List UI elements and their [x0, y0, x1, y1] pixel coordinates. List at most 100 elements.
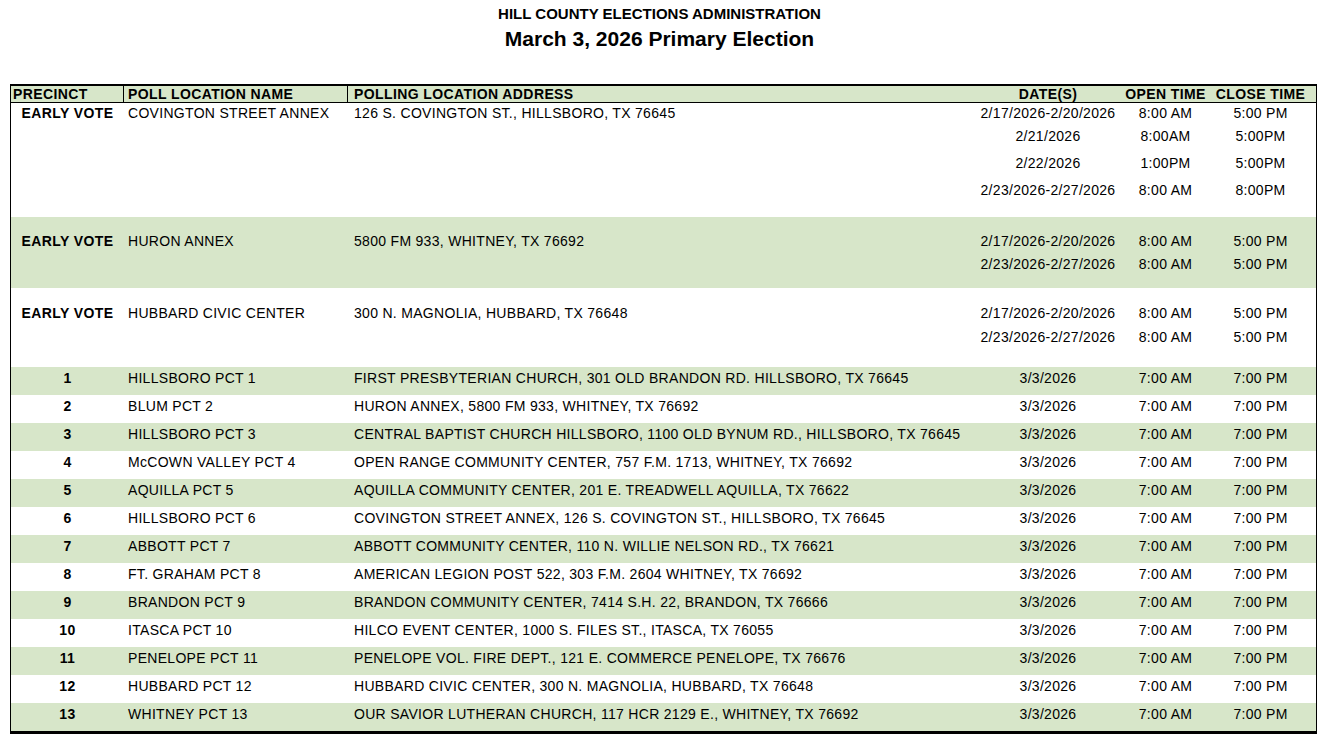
dates-cell: 2/23/2026-2/27/2026 [978, 253, 1118, 276]
poll-location-name-cell: ABBOTT PCT 7 [124, 535, 348, 563]
open-time-cell: 8:00 AM [1118, 253, 1213, 276]
precinct-cell [11, 253, 124, 276]
close-time-cell: 7:00 PM [1213, 675, 1308, 703]
dates-cell: 3/3/2026 [978, 563, 1118, 591]
polling-location-address-cell: OPEN RANGE COMMUNITY CENTER, 757 F.M. 17… [348, 451, 978, 479]
precinct-cell: 13 [11, 703, 124, 731]
precinct-cell: 10 [11, 619, 124, 647]
precinct-row: 2BLUM PCT 2HURON ANNEX, 5800 FM 933, WHI… [11, 395, 1316, 423]
poll-location-name-cell: McCOWN VALLEY PCT 4 [124, 451, 348, 479]
open-time-cell: 8:00 AM [1118, 325, 1213, 349]
column-header-open-time: OPEN TIME [1118, 86, 1213, 102]
open-time-cell: 7:00 AM [1118, 591, 1213, 619]
precinct-cell: 9 [11, 591, 124, 619]
column-header-poll-location-name: POLL LOCATION NAME [124, 86, 348, 102]
precinct-cell: 2 [11, 395, 124, 423]
column-header-precinct: PRECINCT [11, 86, 124, 102]
open-time-cell: 7:00 AM [1118, 507, 1213, 535]
close-time-cell: 7:00 PM [1213, 423, 1308, 451]
polling-location-address-cell [348, 123, 978, 150]
polling-location-address-cell: HURON ANNEX, 5800 FM 933, WHITNEY, TX 76… [348, 395, 978, 423]
poll-location-name-cell: FT. GRAHAM PCT 8 [124, 563, 348, 591]
early-vote-block: EARLY VOTEHURON ANNEX5800 FM 933, WHITNE… [11, 217, 1316, 288]
poll-location-name-cell: PENELOPE PCT 11 [124, 647, 348, 675]
early-vote-row: 2/23/2026-2/27/20268:00 AM5:00 PM [11, 253, 1316, 276]
polling-location-address-cell: FIRST PRESBYTERIAN CHURCH, 301 OLD BRAND… [348, 367, 978, 395]
early-vote-row: EARLY VOTEHUBBARD CIVIC CENTER300 N. MAG… [11, 301, 1316, 325]
close-time-cell: 5:00PM [1213, 150, 1308, 177]
precinct-row: 5AQUILLA PCT 5AQUILLA COMMUNITY CENTER, … [11, 479, 1316, 507]
close-time-cell: 7:00 PM [1213, 703, 1308, 731]
precinct-row: 6HILLSBORO PCT 6COVINGTON STREET ANNEX, … [11, 507, 1316, 535]
close-time-cell: 7:00 PM [1213, 451, 1308, 479]
precinct-cell: 1 [11, 367, 124, 395]
precinct-row: 10ITASCA PCT 10HILCO EVENT CENTER, 1000 … [11, 619, 1316, 647]
dates-cell: 3/3/2026 [978, 367, 1118, 395]
close-time-cell: 5:00 PM [1213, 230, 1308, 253]
table-body: EARLY VOTECOVINGTON STREET ANNEX126 S. C… [11, 103, 1316, 731]
open-time-cell: 8:00AM [1118, 123, 1213, 150]
polling-location-address-cell [348, 325, 978, 349]
polling-location-address-cell: AQUILLA COMMUNITY CENTER, 201 E. TREADWE… [348, 479, 978, 507]
close-time-cell: 5:00 PM [1213, 103, 1308, 123]
poll-location-name-cell: HURON ANNEX [124, 230, 348, 253]
open-time-cell: 7:00 AM [1118, 675, 1213, 703]
open-time-cell: 7:00 AM [1118, 395, 1213, 423]
precinct-cell: 5 [11, 479, 124, 507]
dates-cell: 3/3/2026 [978, 619, 1118, 647]
polling-location-address-cell: 300 N. MAGNOLIA, HUBBARD, TX 76648 [348, 301, 978, 325]
polling-location-address-cell [348, 150, 978, 177]
precinct-cell: 4 [11, 451, 124, 479]
close-time-cell: 7:00 PM [1213, 647, 1308, 675]
poll-location-name-cell: COVINGTON STREET ANNEX [124, 103, 348, 123]
open-time-cell: 8:00 AM [1118, 301, 1213, 325]
polling-location-address-cell [348, 253, 978, 276]
poll-location-name-cell [124, 150, 348, 177]
precinct-row: 11PENELOPE PCT 11PENELOPE VOL. FIRE DEPT… [11, 647, 1316, 675]
precinct-cell [11, 325, 124, 349]
poll-location-name-cell: HUBBARD CIVIC CENTER [124, 301, 348, 325]
polling-location-address-cell: ABBOTT COMMUNITY CENTER, 110 N. WILLIE N… [348, 535, 978, 563]
poll-location-name-cell [124, 177, 348, 204]
precinct-cell: 8 [11, 563, 124, 591]
close-time-cell: 5:00 PM [1213, 301, 1308, 325]
dates-cell: 3/3/2026 [978, 395, 1118, 423]
polling-location-address-cell: PENELOPE VOL. FIRE DEPT., 121 E. COMMERC… [348, 647, 978, 675]
open-time-cell: 8:00 AM [1118, 230, 1213, 253]
poll-location-name-cell: HILLSBORO PCT 1 [124, 367, 348, 395]
poll-location-name-cell [124, 325, 348, 349]
polling-location-address-cell: AMERICAN LEGION POST 522, 303 F.M. 2604 … [348, 563, 978, 591]
precinct-cell: 12 [11, 675, 124, 703]
poll-location-name-cell [124, 253, 348, 276]
dates-cell: 2/22/2026 [978, 150, 1118, 177]
dates-cell: 3/3/2026 [978, 591, 1118, 619]
poll-location-name-cell: BRANDON PCT 9 [124, 591, 348, 619]
early-vote-row: 2/21/20268:00AM5:00PM [11, 123, 1316, 150]
polling-location-address-cell: HILCO EVENT CENTER, 1000 S. FILES ST., I… [348, 619, 978, 647]
poll-location-name-cell [124, 123, 348, 150]
dates-cell: 3/3/2026 [978, 507, 1118, 535]
poll-location-name-cell: WHITNEY PCT 13 [124, 703, 348, 731]
open-time-cell: 7:00 AM [1118, 423, 1213, 451]
precinct-cell: EARLY VOTE [11, 301, 124, 325]
close-time-cell: 7:00 PM [1213, 591, 1308, 619]
polling-location-address-cell [348, 177, 978, 204]
open-time-cell: 7:00 AM [1118, 479, 1213, 507]
column-header-close-time: CLOSE TIME [1213, 86, 1308, 102]
precinct-cell: 7 [11, 535, 124, 563]
close-time-cell: 7:00 PM [1213, 563, 1308, 591]
poll-location-name-cell: AQUILLA PCT 5 [124, 479, 348, 507]
open-time-cell: 7:00 AM [1118, 647, 1213, 675]
polling-location-address-cell: BRANDON COMMUNITY CENTER, 7414 S.H. 22, … [348, 591, 978, 619]
open-time-cell: 7:00 AM [1118, 451, 1213, 479]
open-time-cell: 7:00 AM [1118, 619, 1213, 647]
polling-location-address-cell: HUBBARD CIVIC CENTER, 300 N. MAGNOLIA, H… [348, 675, 978, 703]
dates-cell: 2/17/2026-2/20/2026 [978, 301, 1118, 325]
column-header-polling-location-address: POLLING LOCATION ADDRESS [348, 86, 978, 102]
polling-location-address-cell: 5800 FM 933, WHITNEY, TX 76692 [348, 230, 978, 253]
close-time-cell: 7:00 PM [1213, 535, 1308, 563]
dates-cell: 3/3/2026 [978, 535, 1118, 563]
early-vote-block: EARLY VOTECOVINGTON STREET ANNEX126 S. C… [11, 103, 1316, 217]
close-time-cell: 7:00 PM [1213, 479, 1308, 507]
precinct-row: 8FT. GRAHAM PCT 8AMERICAN LEGION POST 52… [11, 563, 1316, 591]
